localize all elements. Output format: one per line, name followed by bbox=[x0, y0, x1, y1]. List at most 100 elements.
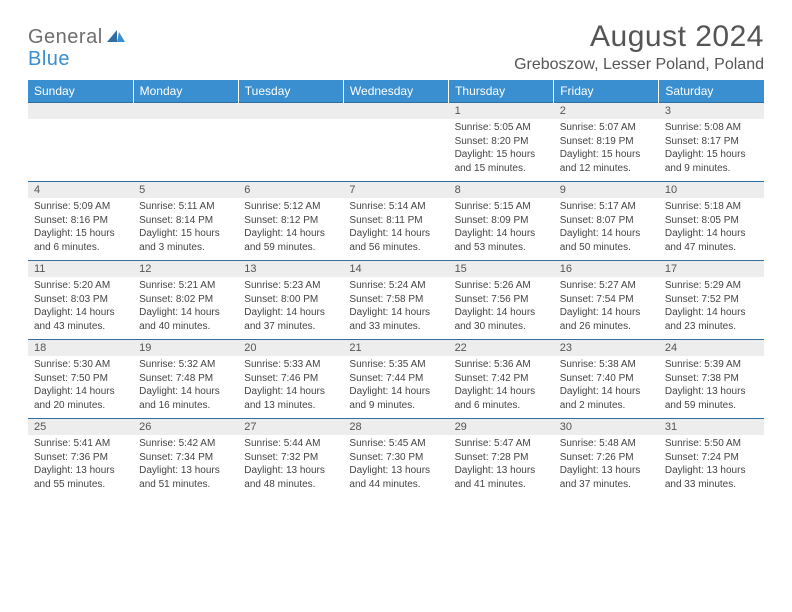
sunset-text: Sunset: 7:52 PM bbox=[665, 293, 758, 307]
daylight1-text: Daylight: 13 hours bbox=[455, 464, 548, 478]
daylight1-text: Daylight: 14 hours bbox=[665, 227, 758, 241]
sunrise-text: Sunrise: 5:30 AM bbox=[34, 358, 127, 372]
sunset-text: Sunset: 8:16 PM bbox=[34, 214, 127, 228]
calendar-header-row: Sunday Monday Tuesday Wednesday Thursday… bbox=[28, 80, 764, 103]
day-cell: Sunrise: 5:17 AMSunset: 8:07 PMDaylight:… bbox=[554, 198, 659, 261]
sunrise-text: Sunrise: 5:45 AM bbox=[349, 437, 442, 451]
data-row: Sunrise: 5:20 AMSunset: 8:03 PMDaylight:… bbox=[28, 277, 764, 340]
sunrise-text: Sunrise: 5:44 AM bbox=[244, 437, 337, 451]
daylight1-text: Daylight: 14 hours bbox=[244, 306, 337, 320]
sunrise-text: Sunrise: 5:07 AM bbox=[560, 121, 653, 135]
date-cell bbox=[133, 103, 238, 120]
weekday-header: Thursday bbox=[449, 80, 554, 103]
sunset-text: Sunset: 7:48 PM bbox=[139, 372, 232, 386]
day-cell: Sunrise: 5:45 AMSunset: 7:30 PMDaylight:… bbox=[343, 435, 448, 497]
date-row: 11121314151617 bbox=[28, 261, 764, 278]
sunset-text: Sunset: 7:34 PM bbox=[139, 451, 232, 465]
sunrise-text: Sunrise: 5:17 AM bbox=[560, 200, 653, 214]
daylight1-text: Daylight: 13 hours bbox=[349, 464, 442, 478]
weekday-header: Wednesday bbox=[343, 80, 448, 103]
logo-mark-icon bbox=[107, 28, 125, 47]
daylight1-text: Daylight: 14 hours bbox=[34, 385, 127, 399]
sunset-text: Sunset: 7:46 PM bbox=[244, 372, 337, 386]
daylight2-text: and 23 minutes. bbox=[665, 320, 758, 334]
sunset-text: Sunset: 8:19 PM bbox=[560, 135, 653, 149]
sunset-text: Sunset: 7:32 PM bbox=[244, 451, 337, 465]
daylight1-text: Daylight: 15 hours bbox=[34, 227, 127, 241]
sunrise-text: Sunrise: 5:05 AM bbox=[455, 121, 548, 135]
daylight1-text: Daylight: 14 hours bbox=[139, 306, 232, 320]
date-cell: 28 bbox=[343, 419, 448, 436]
day-cell: Sunrise: 5:23 AMSunset: 8:00 PMDaylight:… bbox=[238, 277, 343, 340]
daylight2-text: and 9 minutes. bbox=[665, 162, 758, 176]
daylight1-text: Daylight: 14 hours bbox=[349, 385, 442, 399]
daylight1-text: Daylight: 14 hours bbox=[139, 385, 232, 399]
daylight2-text: and 44 minutes. bbox=[349, 478, 442, 492]
date-cell: 24 bbox=[659, 340, 764, 357]
daylight1-text: Daylight: 15 hours bbox=[455, 148, 548, 162]
daylight1-text: Daylight: 14 hours bbox=[455, 385, 548, 399]
daylight1-text: Daylight: 14 hours bbox=[349, 306, 442, 320]
date-cell: 31 bbox=[659, 419, 764, 436]
date-cell: 13 bbox=[238, 261, 343, 278]
date-cell: 4 bbox=[28, 182, 133, 199]
daylight2-text: and 51 minutes. bbox=[139, 478, 232, 492]
header: General August 2024 Greboszow, Lesser Po… bbox=[28, 20, 764, 74]
day-cell: Sunrise: 5:07 AMSunset: 8:19 PMDaylight:… bbox=[554, 119, 659, 182]
sunset-text: Sunset: 7:50 PM bbox=[34, 372, 127, 386]
sunrise-text: Sunrise: 5:11 AM bbox=[139, 200, 232, 214]
sunrise-text: Sunrise: 5:42 AM bbox=[139, 437, 232, 451]
day-cell: Sunrise: 5:41 AMSunset: 7:36 PMDaylight:… bbox=[28, 435, 133, 497]
data-row: Sunrise: 5:30 AMSunset: 7:50 PMDaylight:… bbox=[28, 356, 764, 419]
daylight2-text: and 13 minutes. bbox=[244, 399, 337, 413]
daylight2-text: and 16 minutes. bbox=[139, 399, 232, 413]
daylight2-text: and 37 minutes. bbox=[244, 320, 337, 334]
date-cell: 6 bbox=[238, 182, 343, 199]
daylight2-text: and 26 minutes. bbox=[560, 320, 653, 334]
sunset-text: Sunset: 8:11 PM bbox=[349, 214, 442, 228]
date-row: 25262728293031 bbox=[28, 419, 764, 436]
daylight1-text: Daylight: 14 hours bbox=[349, 227, 442, 241]
sunrise-text: Sunrise: 5:48 AM bbox=[560, 437, 653, 451]
day-cell: Sunrise: 5:36 AMSunset: 7:42 PMDaylight:… bbox=[449, 356, 554, 419]
day-cell: Sunrise: 5:35 AMSunset: 7:44 PMDaylight:… bbox=[343, 356, 448, 419]
day-cell bbox=[133, 119, 238, 182]
daylight2-text: and 50 minutes. bbox=[560, 241, 653, 255]
daylight1-text: Daylight: 14 hours bbox=[244, 385, 337, 399]
sunrise-text: Sunrise: 5:08 AM bbox=[665, 121, 758, 135]
date-cell: 9 bbox=[554, 182, 659, 199]
sunset-text: Sunset: 8:17 PM bbox=[665, 135, 758, 149]
daylight1-text: Daylight: 14 hours bbox=[560, 306, 653, 320]
date-cell: 14 bbox=[343, 261, 448, 278]
day-cell: Sunrise: 5:44 AMSunset: 7:32 PMDaylight:… bbox=[238, 435, 343, 497]
daylight2-text: and 15 minutes. bbox=[455, 162, 548, 176]
day-cell: Sunrise: 5:11 AMSunset: 8:14 PMDaylight:… bbox=[133, 198, 238, 261]
sunrise-text: Sunrise: 5:35 AM bbox=[349, 358, 442, 372]
daylight1-text: Daylight: 14 hours bbox=[244, 227, 337, 241]
day-cell: Sunrise: 5:09 AMSunset: 8:16 PMDaylight:… bbox=[28, 198, 133, 261]
day-cell: Sunrise: 5:50 AMSunset: 7:24 PMDaylight:… bbox=[659, 435, 764, 497]
day-cell bbox=[343, 119, 448, 182]
sunset-text: Sunset: 7:26 PM bbox=[560, 451, 653, 465]
sunset-text: Sunset: 8:14 PM bbox=[139, 214, 232, 228]
sunrise-text: Sunrise: 5:27 AM bbox=[560, 279, 653, 293]
daylight1-text: Daylight: 15 hours bbox=[560, 148, 653, 162]
sunrise-text: Sunrise: 5:24 AM bbox=[349, 279, 442, 293]
daylight1-text: Daylight: 13 hours bbox=[665, 385, 758, 399]
daylight2-text: and 53 minutes. bbox=[455, 241, 548, 255]
day-cell: Sunrise: 5:39 AMSunset: 7:38 PMDaylight:… bbox=[659, 356, 764, 419]
date-row: 18192021222324 bbox=[28, 340, 764, 357]
day-cell: Sunrise: 5:20 AMSunset: 8:03 PMDaylight:… bbox=[28, 277, 133, 340]
title-block: August 2024 Greboszow, Lesser Poland, Po… bbox=[514, 20, 764, 74]
daylight2-text: and 30 minutes. bbox=[455, 320, 548, 334]
daylight1-text: Daylight: 15 hours bbox=[665, 148, 758, 162]
daylight1-text: Daylight: 14 hours bbox=[560, 385, 653, 399]
sunset-text: Sunset: 7:28 PM bbox=[455, 451, 548, 465]
date-cell: 20 bbox=[238, 340, 343, 357]
day-cell: Sunrise: 5:42 AMSunset: 7:34 PMDaylight:… bbox=[133, 435, 238, 497]
date-cell: 1 bbox=[449, 103, 554, 120]
date-row: 45678910 bbox=[28, 182, 764, 199]
date-cell: 10 bbox=[659, 182, 764, 199]
weekday-header: Monday bbox=[133, 80, 238, 103]
date-cell: 29 bbox=[449, 419, 554, 436]
